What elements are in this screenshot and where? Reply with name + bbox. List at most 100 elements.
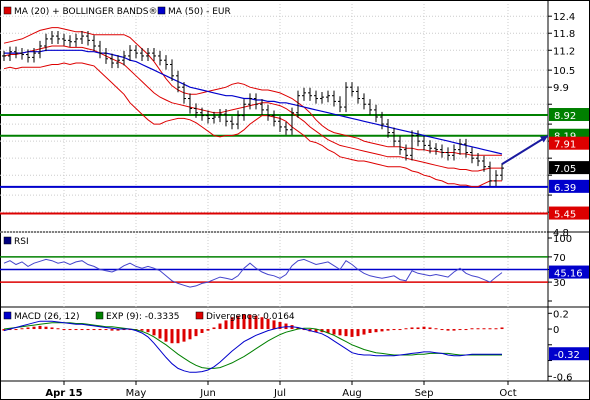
price-y-tick-label: 4.8 xyxy=(553,228,569,239)
divergence-bar xyxy=(152,329,156,336)
divergence-bar xyxy=(218,323,222,330)
price-y-tick-label: 11.8 xyxy=(553,29,575,40)
divergence-bar xyxy=(386,329,390,331)
ma20-line xyxy=(3,45,502,172)
macd-y-tick-label: -0.6 xyxy=(553,372,573,383)
divergence-bar xyxy=(32,326,36,330)
level-tag-bg xyxy=(549,108,589,122)
bollinger-upper-line xyxy=(3,27,502,156)
divergence-bar xyxy=(296,327,300,330)
divergence-bar xyxy=(494,328,498,330)
macd-legend-swatch xyxy=(195,311,204,320)
divergence-bar xyxy=(452,329,456,331)
macd-legend-label: Divergence: 0.0164 xyxy=(206,312,295,322)
bollinger-lower-line xyxy=(3,62,502,188)
value-tag-bg xyxy=(549,161,589,175)
divergence-bar xyxy=(326,329,330,333)
macd-legend-label: EXP (9): -0.3335 xyxy=(106,312,180,322)
divergence-bar xyxy=(242,314,246,330)
divergence-bar xyxy=(470,328,474,330)
legend-swatch xyxy=(157,6,166,15)
divergence-bar xyxy=(56,328,60,330)
divergence-bar xyxy=(38,325,42,330)
level-tag-bg xyxy=(549,206,589,220)
x-tick-label: Jun xyxy=(199,388,216,399)
divergence-bar xyxy=(74,329,78,331)
divergence-bar xyxy=(116,329,120,331)
divergence-bar xyxy=(236,315,240,330)
macd-signal-line xyxy=(3,322,502,369)
divergence-bar xyxy=(344,329,348,337)
divergence-bar xyxy=(122,329,126,331)
divergence-bar xyxy=(314,329,318,333)
forecast-arrow xyxy=(501,134,549,165)
divergence-bar xyxy=(458,329,462,331)
divergence-bar xyxy=(410,327,414,330)
rsi-y-tick-label: 30 xyxy=(553,278,566,289)
x-tick-label: Apr 15 xyxy=(45,388,82,399)
divergence-bar xyxy=(434,328,438,330)
macd-y-tick-label: 0 xyxy=(553,325,559,336)
value-tag-bg xyxy=(549,136,589,150)
divergence-bar xyxy=(92,329,96,331)
divergence-bar xyxy=(194,329,198,337)
divergence-bar xyxy=(476,328,480,330)
divergence-bar xyxy=(482,328,486,330)
divergence-bar xyxy=(146,329,150,333)
divergence-bar xyxy=(8,329,12,331)
price-y-tick-label: 10.5 xyxy=(553,66,575,77)
rsi-value-tag-bg xyxy=(549,265,589,279)
level-tag: 8.92 xyxy=(554,111,576,122)
x-tick-label: Sep xyxy=(415,388,434,399)
divergence-bar xyxy=(62,329,66,331)
legend-label: MA (20) + BOLLINGER BANDS® xyxy=(14,7,158,17)
divergence-bar xyxy=(422,326,426,330)
divergence-bar xyxy=(428,327,432,330)
macd-line xyxy=(3,320,502,373)
divergence-bar xyxy=(206,329,210,331)
value-tag: 7.05 xyxy=(554,164,576,175)
divergence-bar xyxy=(350,329,354,337)
divergence-bar xyxy=(440,329,444,331)
divergence-bar xyxy=(86,329,90,331)
divergence-bar xyxy=(254,315,258,330)
divergence-bar xyxy=(230,317,234,330)
divergence-bar xyxy=(200,329,204,333)
forecast-arrow-head xyxy=(540,135,548,143)
divergence-bar xyxy=(374,329,378,333)
macd-value-tag: -0.32 xyxy=(554,350,580,361)
divergence-bar xyxy=(446,329,450,331)
divergence-bar xyxy=(398,329,402,331)
divergence-bar xyxy=(488,328,492,330)
divergence-bar xyxy=(500,327,504,330)
divergence-bar xyxy=(266,318,270,330)
level-tag-bg xyxy=(549,179,589,193)
level-tag: 5.45 xyxy=(554,210,576,221)
divergence-bar xyxy=(26,327,30,330)
ma50-line xyxy=(4,49,503,155)
divergence-bar xyxy=(158,329,162,339)
rsi-value-tag: 45.16 xyxy=(554,269,583,280)
divergence-bar xyxy=(224,320,228,330)
divergence-bar xyxy=(380,329,384,332)
divergence-bar xyxy=(464,329,468,331)
divergence-bar xyxy=(338,329,342,336)
macd-y-tick-label: 0.2 xyxy=(553,309,569,320)
rsi-legend-swatch xyxy=(3,236,12,245)
divergence-bar xyxy=(182,329,186,342)
divergence-bar xyxy=(140,329,144,331)
macd-legend-swatch xyxy=(95,311,104,320)
divergence-bar xyxy=(302,329,306,331)
divergence-bar xyxy=(50,327,54,330)
divergence-bar xyxy=(170,329,174,344)
divergence-bar xyxy=(260,317,264,330)
macd-legend-swatch xyxy=(3,311,12,320)
divergence-bar xyxy=(2,329,6,331)
divergence-bar xyxy=(212,327,216,330)
divergence-bar xyxy=(44,326,48,330)
legend-swatch xyxy=(3,6,12,15)
divergence-bar xyxy=(404,328,408,330)
x-tick-label: Jul xyxy=(273,388,286,399)
rsi-line xyxy=(3,258,503,288)
